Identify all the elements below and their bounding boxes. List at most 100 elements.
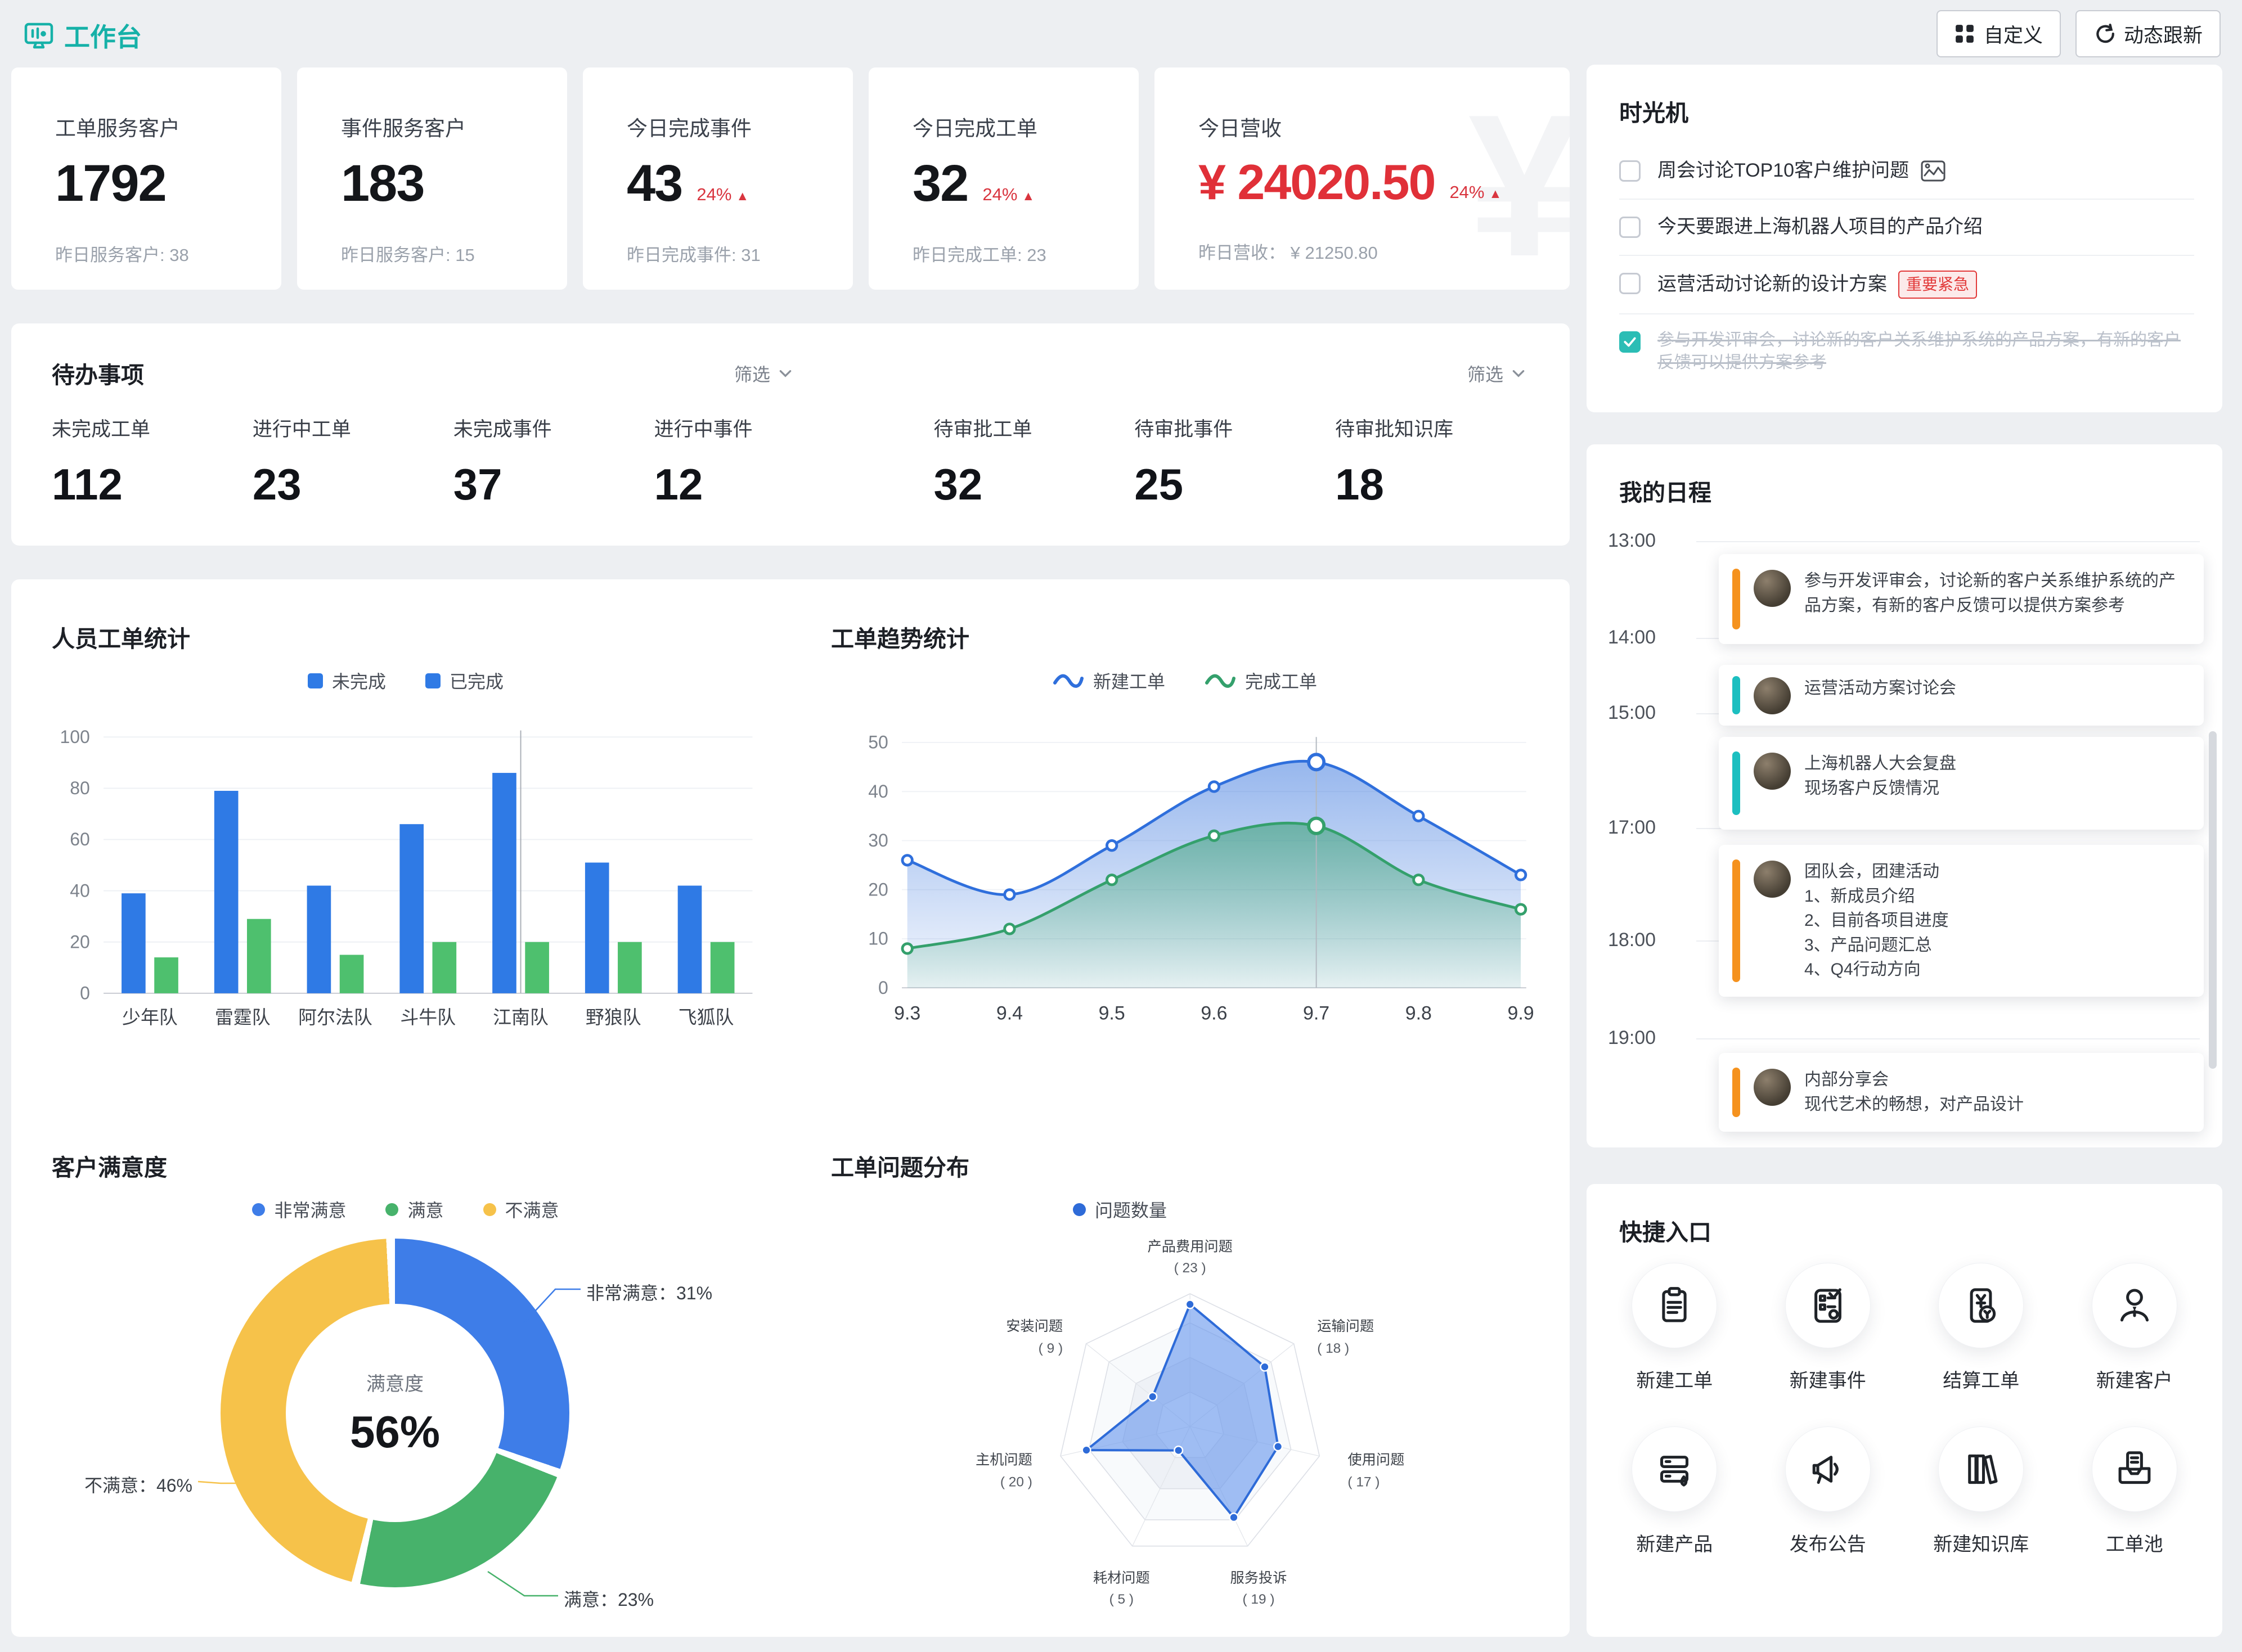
kpi-card-events-done-today: 今日完成事件 43 24% ▲ 昨日完成事件: 31 (583, 67, 853, 290)
clipboard-icon (1662, 1287, 1687, 1322)
todo-stat-unfinished-events: 未完成事件 37 (453, 418, 552, 509)
donut-center-value: 56% (349, 1406, 441, 1457)
time-machine-item-done[interactable]: 参与开发评审会，讨论新的客户关系维护系统的产品方案，有新的客户反馈可以提供方案参… (1619, 314, 2194, 389)
checklist-icon (1814, 1288, 1841, 1323)
todo-stat-approval-events: 待审批事件 25 (1134, 418, 1233, 509)
time-label: 13:00 (1608, 530, 1656, 551)
legend-item-issue-count[interactable]: 问题数量 (1073, 1196, 1167, 1222)
time-machine-item[interactable]: 运营活动讨论新的设计方案 重要紧急 (1619, 256, 2194, 314)
svg-text:产品费用问题: 产品费用问题 (1147, 1239, 1232, 1254)
kpi-label: 今日营收 (1198, 117, 1282, 140)
legend-item-finished[interactable]: 已完成 (425, 668, 504, 694)
billing-icon (1970, 1288, 1996, 1323)
kpi-delta: 24% ▲ (982, 184, 1035, 204)
checkbox-checked[interactable] (1619, 331, 1641, 353)
quick-new-knowledge[interactable]: 新建知识库 (1904, 1426, 2058, 1556)
kpi-subtext: 昨日服务客户: 38 (55, 245, 189, 265)
legend-item-satisfied[interactable]: 满意 (385, 1196, 444, 1222)
avatar (1754, 753, 1791, 790)
checkbox-unchecked[interactable] (1619, 216, 1641, 238)
kpi-value: 183 (341, 155, 425, 212)
legend-item-new-tickets[interactable]: 新建工单 (1053, 668, 1165, 694)
schedule-event-internal-sharing[interactable]: 内部分享会 现代艺术的畅想，对产品设计 (1719, 1053, 2204, 1132)
todo-items: 未完成工单 112 进行中工单 23 未完成事件 37 进行中事件 12 待审批工单 32… (52, 413, 1536, 510)
quick-new-product[interactable]: 新建产品 (1598, 1426, 1751, 1556)
refresh-label: 动态跟新 (2123, 24, 2203, 47)
svg-text:雷霆队: 雷霆队 (215, 1007, 271, 1028)
svg-text:( 23 ): ( 23 ) (1174, 1261, 1206, 1276)
quick-settle-ticket[interactable]: 结算工单 (1904, 1263, 2058, 1393)
quick-ticket-pool[interactable]: 工单池 (2058, 1426, 2212, 1556)
svg-text:( 9 ): ( 9 ) (1039, 1341, 1063, 1356)
kpi-label: 今日完成事件 (627, 117, 752, 140)
schedule-scrollbar[interactable] (2209, 731, 2217, 1069)
chart-title: 人员工单统计 (52, 626, 190, 652)
event-color-bar (1732, 1068, 1740, 1117)
svg-text:使用问题: 使用问题 (1347, 1452, 1404, 1468)
todo-stat-inprogress-tickets: 进行中工单 23 (252, 418, 351, 509)
event-color-bar (1732, 751, 1740, 815)
kpi-subtext: 昨日服务客户: 15 (341, 245, 475, 265)
donut-callout-satisfied: 满意：23% (564, 1590, 654, 1610)
books-icon (1968, 1454, 1998, 1484)
time-machine-item[interactable]: 今天要跟进上海机器人项目的产品介绍 (1619, 200, 2194, 256)
line-chart-plot: 0 10 20 30 40 50 9.3 9.4 9.5 9.6 9.7 9.8 9.9 (868, 732, 1534, 1024)
svg-text:阿尔法队: 阿尔法队 (298, 1007, 372, 1028)
todo-filter-left[interactable]: 筛选 (734, 361, 793, 386)
legend-item-finished-tickets[interactable]: 完成工单 (1205, 668, 1317, 694)
yen-watermark: ¥ (1468, 73, 1570, 290)
chart-title: 工单问题分布 (831, 1155, 969, 1181)
kpi-card-tickets-done-today: 今日完成工单 32 24% ▲ 昨日完成工单: 23 (869, 67, 1139, 290)
kpi-label: 工单服务客户 (55, 117, 180, 140)
todo-stat-approval-knowledge: 待审批知识库 18 (1335, 418, 1454, 509)
line-chart-legend: 新建工单 完成工单 (831, 668, 1539, 693)
quick-new-customer[interactable]: 新建客户 (2058, 1263, 2212, 1393)
chevron-down-icon (1512, 370, 1525, 377)
time-machine-list: 周会讨论TOP10客户维护问题 今天要跟进上海机器人项目的产品介绍 运营活动讨论… (1619, 143, 2194, 389)
svg-text:60: 60 (70, 829, 90, 849)
quick-new-event[interactable]: 新建事件 (1751, 1263, 1905, 1393)
time-label: 15:00 (1608, 702, 1656, 723)
schedule-event-dev-review[interactable]: 参与开发评审会，讨论新的客户关系维护系统的产品方案，有新的客户反馈可以提供方案参… (1719, 554, 2204, 644)
avatar (1754, 1069, 1791, 1106)
ticket-issue-radar-chart: 工单问题分布 问题数量 产品费用问题 ( 23 ) 运输问题 ( 18 ) 使用问题 ( … (790, 1108, 1570, 1637)
svg-text:安装问题: 安装问题 (1006, 1318, 1063, 1334)
ticket-trend-line-chart: 工单趋势统计 新建工单 完成工单 0 10 20 30 40 50 9.3 9.4 9.5 9.6… (790, 579, 1570, 1108)
refresh-button[interactable]: 动态跟新 (2075, 10, 2221, 57)
svg-text:9.4: 9.4 (996, 1002, 1023, 1024)
svg-text:0: 0 (878, 978, 888, 998)
time-label: 19:00 (1608, 1027, 1656, 1048)
check-icon (1624, 337, 1636, 346)
event-color-bar (1732, 569, 1740, 629)
kpi-subtext: 昨日营收： ¥ 21250.80 (1198, 243, 1378, 263)
customer-satisfaction-donut-chart: 客户满意度 非常满意 满意 不满意 满意度 56% 非常满意：31% 不满意：4… (11, 1108, 790, 1637)
charts-panel: 人员工单统计 未完成 已完成 0 20 40 60 80 100 少年队 雷霆队 阿尔法队 斗牛队… (11, 579, 1570, 1637)
quick-new-ticket[interactable]: 新建工单 (1598, 1263, 1751, 1393)
svg-text:10: 10 (868, 929, 888, 949)
schedule-event-ops-meeting[interactable]: 运营活动方案讨论会 (1719, 665, 2204, 726)
kpi-delta: 24% ▲ (1449, 182, 1502, 202)
kpi-row: 工单服务客户 1792 昨日服务客户: 38 事件服务客户 183 昨日服务客户… (11, 67, 1570, 290)
schedule-event-shanghai-review[interactable]: 上海机器人大会复盘 现场客户反馈情况 (1719, 737, 2204, 830)
todo-filter-right[interactable]: 筛选 (1467, 361, 1526, 386)
donut-callout-unsatisfied: 不满意：46% (84, 1475, 192, 1496)
legend-item-unfinished[interactable]: 未完成 (307, 668, 386, 694)
checkbox-unchecked[interactable] (1619, 272, 1641, 294)
svg-text:( 20 ): ( 20 ) (1000, 1475, 1032, 1490)
legend-item-unsatisfied[interactable]: 不满意 (483, 1196, 559, 1222)
svg-text:少年队: 少年队 (122, 1007, 178, 1028)
todo-stat-inprogress-events: 进行中事件 12 (654, 418, 753, 509)
header-actions: 自定义 动态跟新 (1936, 10, 2221, 57)
kpi-value: ¥ 24020.50 (1198, 154, 1436, 210)
megaphone-icon (1812, 1456, 1839, 1484)
kpi-label: 今日完成工单 (913, 117, 1037, 140)
event-text: 运营活动方案讨论会 (1804, 679, 1956, 697)
workbench-monitor-icon (24, 20, 54, 51)
checkbox-unchecked[interactable] (1619, 160, 1641, 182)
quick-publish-announcement[interactable]: 发布公告 (1751, 1426, 1905, 1556)
customize-button[interactable]: 自定义 (1936, 10, 2061, 57)
time-machine-item[interactable]: 周会讨论TOP10客户维护问题 (1619, 143, 2194, 200)
schedule-event-team-meeting[interactable]: 团队会，团建活动 1、新成员介绍 2、目前各项目进度 3、产品问题汇总 4、Q4… (1719, 845, 2204, 997)
radar-chart-legend: 问题数量 (1073, 1197, 1539, 1222)
legend-item-very-satisfied[interactable]: 非常满意 (252, 1196, 346, 1222)
